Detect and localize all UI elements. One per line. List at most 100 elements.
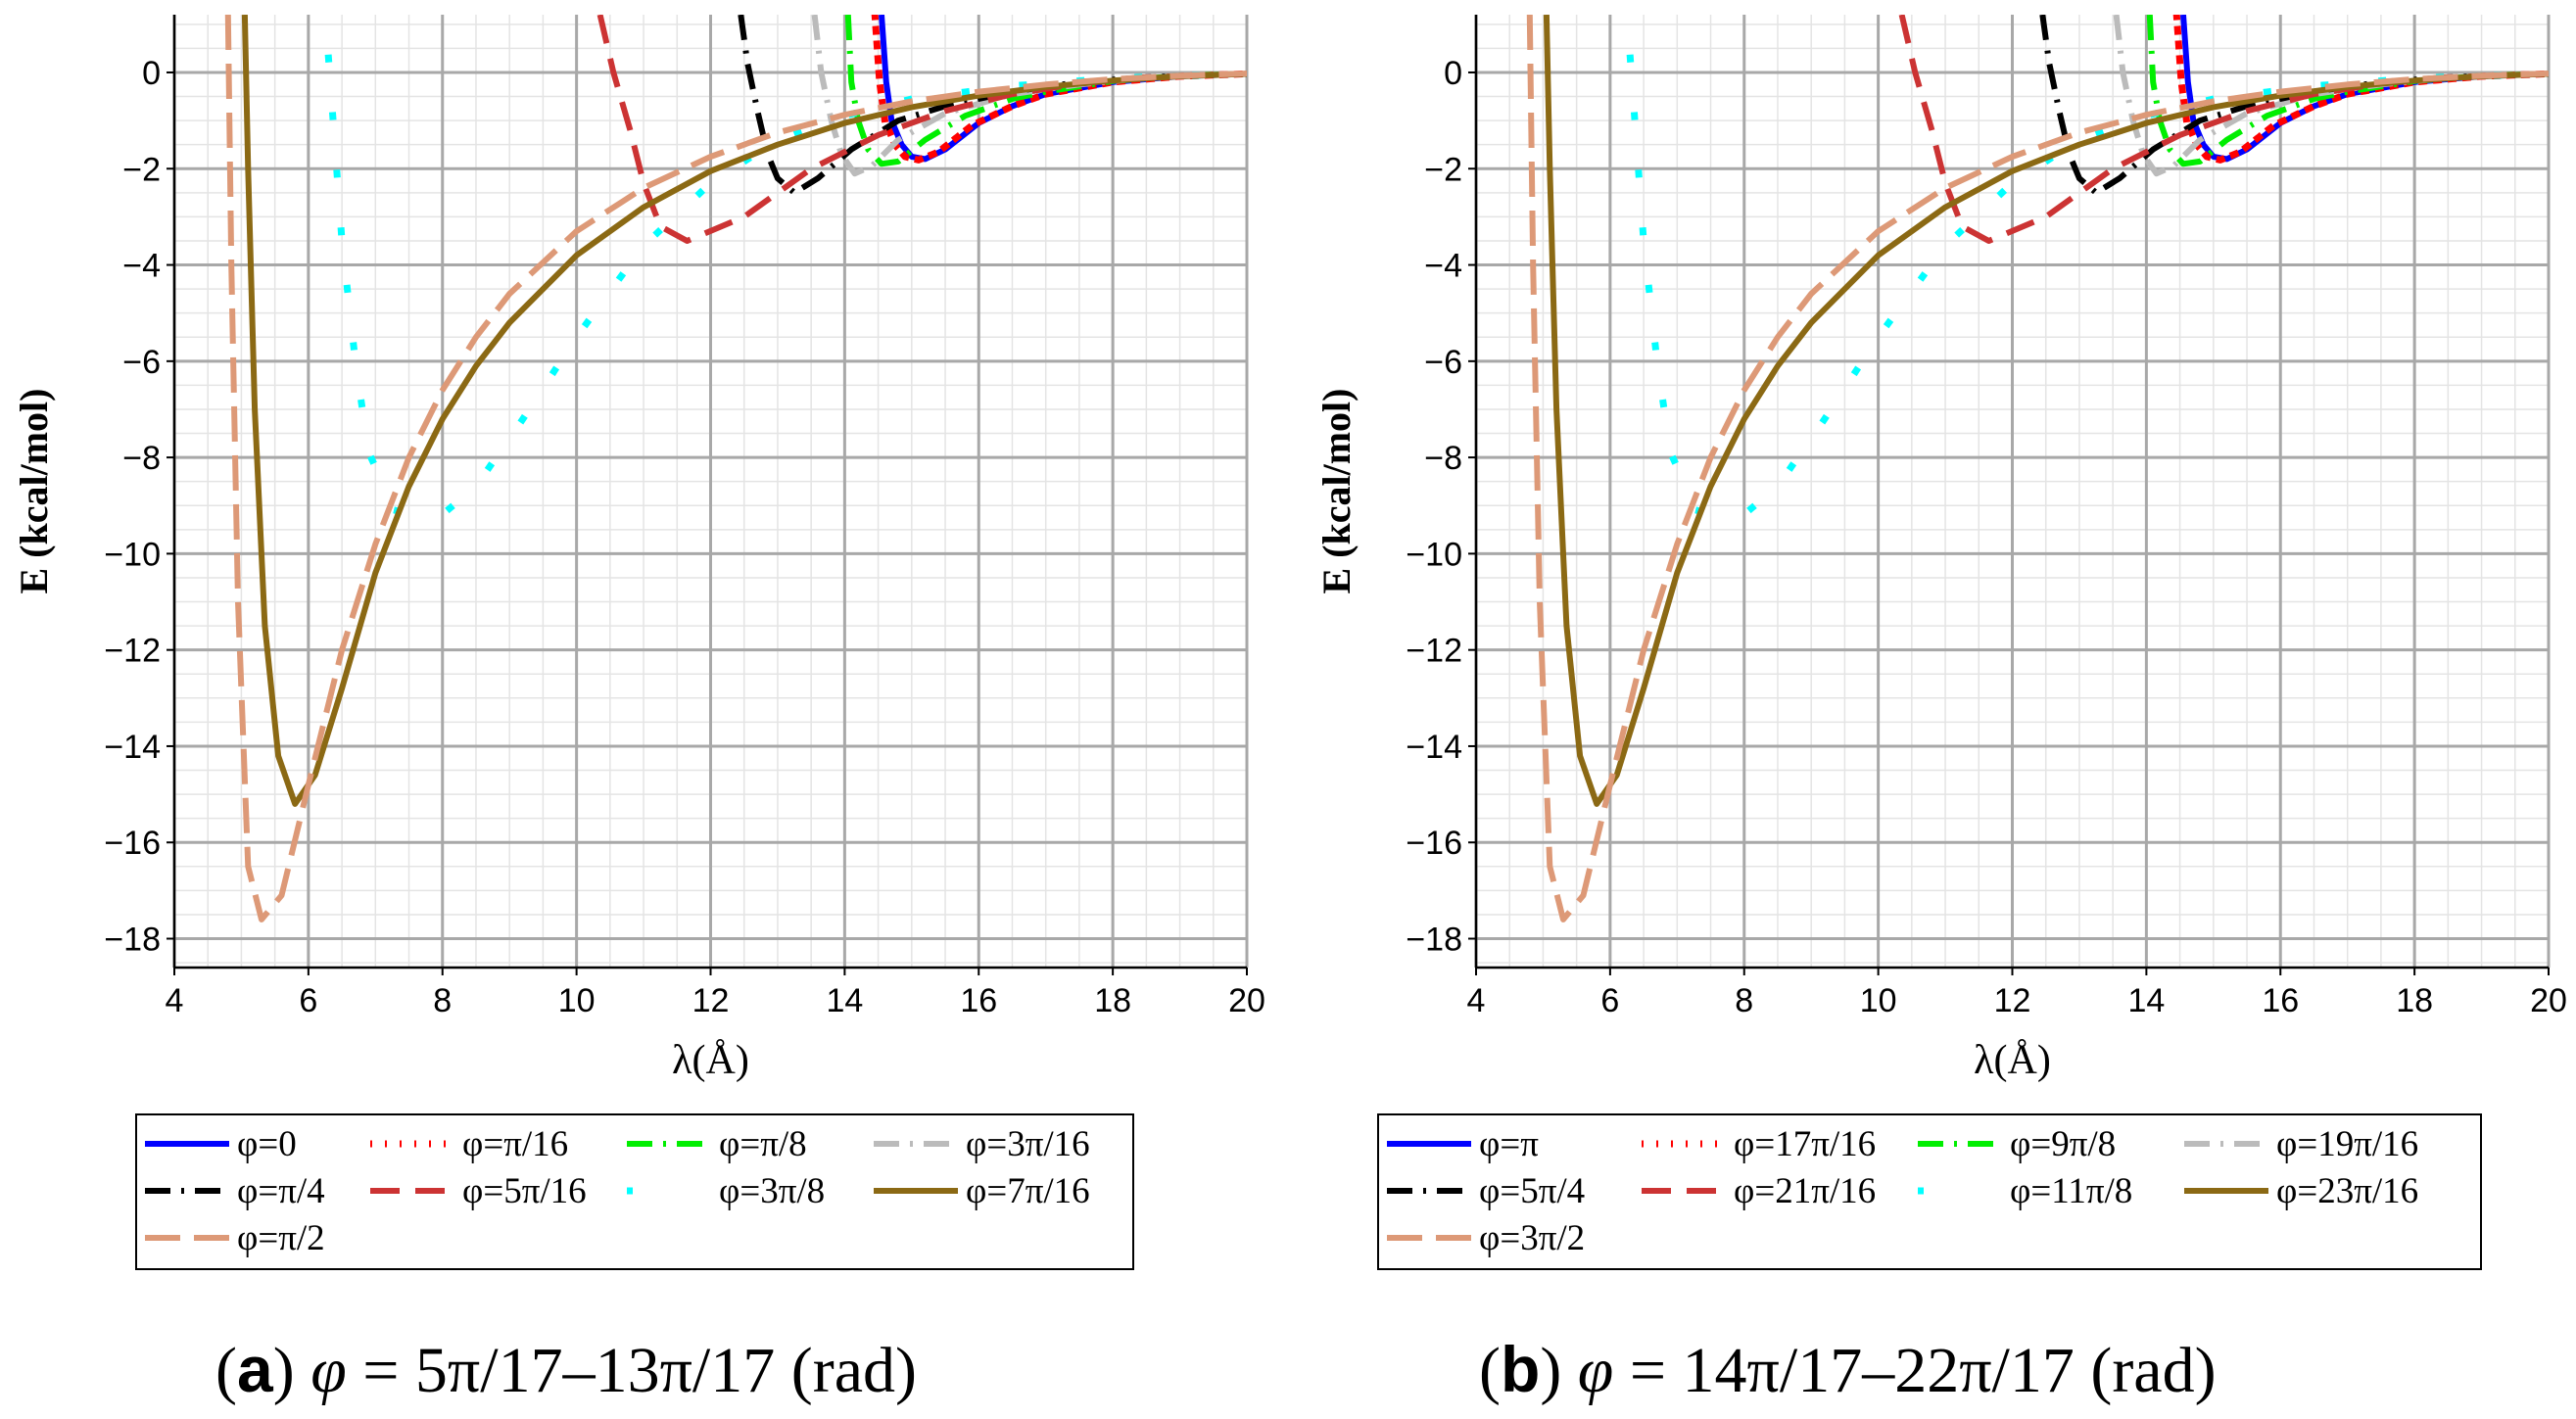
y-tick-label: −16 xyxy=(104,825,161,862)
y-tick-label: −4 xyxy=(122,248,161,285)
legend-item: φ=π xyxy=(1385,1121,1539,1166)
x-tick-label: 10 xyxy=(558,982,596,1019)
x-tick-label: 12 xyxy=(692,982,730,1019)
legend-label: φ=π/4 xyxy=(237,1170,325,1211)
series-line-8 xyxy=(1526,15,2549,922)
x-axis-label: λ(Å) xyxy=(1974,1038,2051,1083)
legend-swatch xyxy=(627,1141,711,1147)
series-group xyxy=(224,15,1247,922)
legend-swatch xyxy=(627,1187,711,1195)
y-tick-label: −14 xyxy=(104,729,161,766)
series-line-4 xyxy=(738,15,1247,196)
y-tick-label: 0 xyxy=(1444,55,1462,92)
legend-swatch xyxy=(874,1141,958,1147)
legend-b: φ=π φ=17π/16 φ=9π/8 φ=19π/16 φ=5π/4 φ=21π/16 φ… xyxy=(1377,1113,2482,1270)
series-group xyxy=(1526,15,2549,922)
y-axis-label: E (kcal/mol) xyxy=(1314,389,1359,594)
legend-swatch xyxy=(145,1235,229,1241)
series-line-7 xyxy=(1543,15,2549,807)
y-tick-label: 0 xyxy=(142,55,161,92)
y-axis-label: E (kcal/mol) xyxy=(12,389,56,594)
x-tick-label: 4 xyxy=(166,982,184,1019)
y-tick-label: −18 xyxy=(104,922,161,959)
legend-item: φ=π/16 xyxy=(368,1121,568,1166)
legend-label: φ=3π/16 xyxy=(966,1123,1090,1164)
caption-symbol: φ xyxy=(310,1335,347,1406)
legend-swatch xyxy=(1642,1140,1726,1148)
legend-item: φ=π/2 xyxy=(143,1215,325,1260)
caption-symbol: φ xyxy=(1577,1335,1614,1406)
y-tick-label: −14 xyxy=(1406,729,1462,766)
legend-item: φ=5π/16 xyxy=(368,1168,587,1213)
y-tick-label: −12 xyxy=(1406,633,1462,670)
series-line-7 xyxy=(241,15,1247,807)
legend-swatch xyxy=(1642,1188,1726,1194)
caption-b: (b) φ = 14π/17–22π/17 (rad) xyxy=(1479,1333,2217,1406)
caption-label: a xyxy=(236,1333,273,1405)
legend-label: φ=9π/8 xyxy=(2010,1123,2117,1164)
legend-label: φ=5π/16 xyxy=(462,1170,587,1211)
legend-item: φ=21π/16 xyxy=(1640,1168,1876,1213)
caption-a: (a) φ = 5π/17–13π/17 (rad) xyxy=(215,1333,917,1406)
x-tick-label: 16 xyxy=(960,982,997,1019)
x-tick-label: 6 xyxy=(299,982,317,1019)
legend-swatch xyxy=(1387,1235,1471,1241)
y-tick-label: −12 xyxy=(104,633,161,670)
y-tick-label: −2 xyxy=(122,151,161,188)
x-tick-label: 12 xyxy=(1994,982,2031,1019)
energy-plot-a: 4 6 8 10 12 14 16 18 20 0 −2 −4 −6 −8 −10 −12 −14 −16 −18 λ… xyxy=(12,15,1265,1083)
legend-label: φ=21π/16 xyxy=(1734,1170,1877,1211)
y-tick-label: −4 xyxy=(1424,248,1462,285)
legend-label: φ=23π/16 xyxy=(2276,1170,2419,1211)
legend-label: φ=7π/16 xyxy=(966,1170,1090,1211)
x-tick-label: 18 xyxy=(2396,982,2433,1019)
legend-label: φ=π/16 xyxy=(462,1123,569,1164)
legend-item: φ=11π/8 xyxy=(1916,1168,2132,1213)
legend-label: φ=3π/2 xyxy=(1479,1217,1586,1258)
x-axis-label: λ(Å) xyxy=(672,1038,749,1083)
series-line-1 xyxy=(2172,15,2549,164)
caption-label: b xyxy=(1500,1333,1541,1405)
x-tick-label: 8 xyxy=(1735,982,1753,1019)
legend-item: φ=3π/16 xyxy=(872,1121,1090,1166)
x-tick-label: 20 xyxy=(2530,982,2567,1019)
legend-swatch xyxy=(1387,1188,1471,1194)
series-line-3 xyxy=(811,15,1247,177)
legend-item: φ=3π/8 xyxy=(625,1168,825,1213)
legend-item: φ=5π/4 xyxy=(1385,1168,1585,1213)
y-tick-label: −16 xyxy=(1406,825,1462,862)
legend-label: φ=π/2 xyxy=(237,1217,325,1258)
legend-swatch xyxy=(1387,1141,1471,1147)
x-tick-label: 8 xyxy=(433,982,452,1019)
legend-swatch xyxy=(874,1188,958,1194)
x-tick-label: 4 xyxy=(1467,982,1486,1019)
x-tick-label: 6 xyxy=(1600,982,1619,1019)
legend-label: φ=3π/8 xyxy=(719,1170,826,1211)
legend-a: φ=0 φ=π/16 φ=π/8 φ=3π/16 φ=π/4 φ=5π/16 φ=3π/8 φ… xyxy=(135,1113,1134,1270)
y-tick-label: −10 xyxy=(104,536,161,573)
legend-swatch xyxy=(1918,1141,2002,1147)
x-tick-label: 10 xyxy=(1860,982,1897,1019)
caption-text: = 5π/17–13π/17 (rad) xyxy=(346,1335,917,1406)
y-tick-label: −10 xyxy=(1406,536,1462,573)
legend-swatch xyxy=(2184,1188,2268,1194)
legend-item: φ=π/4 xyxy=(143,1168,325,1213)
legend-label: φ=π xyxy=(1479,1123,1539,1164)
energy-plot-b: 4 6 8 10 12 14 16 18 20 0 −2 −4 −6 −8 −10 −12 −14 −16 −18 λ… xyxy=(1314,15,2567,1083)
y-tick-label: −2 xyxy=(1424,151,1462,188)
legend-label: φ=19π/16 xyxy=(2276,1123,2419,1164)
chart-panel-a: 4 6 8 10 12 14 16 18 20 0 −2 −4 −6 −8 −10 −12 −14 −16 −18 λ… xyxy=(12,15,1265,1406)
y-tick-label: −8 xyxy=(1424,440,1462,477)
legend-swatch xyxy=(370,1140,454,1148)
legend-label: φ=5π/4 xyxy=(1479,1170,1586,1211)
legend-swatch xyxy=(1918,1187,2002,1195)
y-tick-label: −6 xyxy=(1424,344,1462,381)
legend-swatch xyxy=(370,1188,454,1194)
legend-item: φ=7π/16 xyxy=(872,1168,1090,1213)
series-line-3 xyxy=(2113,15,2549,177)
x-tick-label: 20 xyxy=(1228,982,1265,1019)
legend-swatch xyxy=(145,1188,229,1194)
legend-item: φ=0 xyxy=(143,1121,297,1166)
legend-swatch xyxy=(145,1141,229,1147)
series-line-4 xyxy=(2039,15,2549,196)
